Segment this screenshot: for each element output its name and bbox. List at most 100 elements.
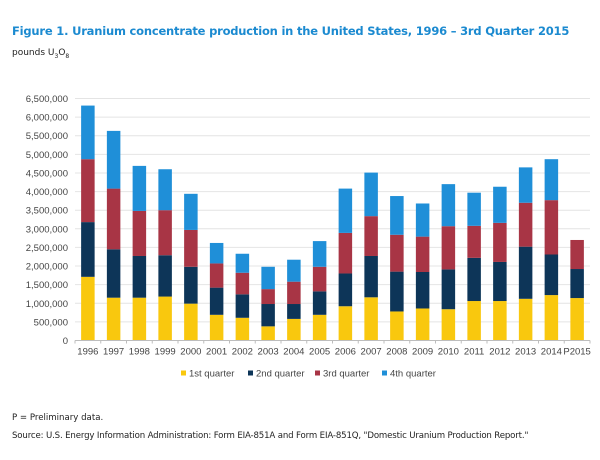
- legend-swatch: [181, 370, 186, 376]
- bar-stack-2010: [441, 184, 456, 341]
- bar-segment-2nd-quarter: [81, 222, 95, 277]
- bar-segment-3rd-quarter: [338, 232, 353, 274]
- bar-stack-2002: [235, 253, 250, 341]
- y-tick-label: 3,500,000: [26, 206, 68, 217]
- bar-segment-3rd-quarter: [235, 272, 250, 295]
- bar-segment-3rd-quarter: [467, 225, 481, 258]
- bar-segment-4th-quarter: [158, 169, 172, 211]
- bar-segment-2nd-quarter: [184, 266, 198, 304]
- bar-segment-3rd-quarter: [544, 200, 559, 255]
- x-tick-label: 2003: [258, 347, 279, 358]
- bar-segment-3rd-quarter: [184, 229, 198, 267]
- bar-segment-2nd-quarter: [261, 304, 275, 327]
- bar-segment-2nd-quarter: [106, 249, 121, 298]
- y-axis-ticks: 0 500,000 1,000,000 1,500,000 2,000,000 2,500…: [26, 94, 68, 347]
- bar-segment-1st-quarter: [261, 326, 275, 341]
- legend-label: 1st quarter: [189, 369, 234, 380]
- bar-stack-2001: [209, 242, 224, 341]
- bar-segment-4th-quarter: [261, 266, 275, 290]
- x-axis: 1996 1997 1998 1999 2000 2001 2002 2003 2004 2005…: [74, 340, 591, 358]
- bar-segment-3rd-quarter: [132, 210, 147, 256]
- y-tick-label: 6,500,000: [26, 94, 68, 105]
- bar-stack-2008: [390, 196, 404, 341]
- bar-segment-2nd-quarter: [570, 269, 584, 299]
- y-tick-label: 0: [63, 336, 68, 347]
- bar-segment-4th-quarter: [132, 165, 147, 211]
- x-tick-label: 2002: [232, 347, 253, 358]
- x-tick-label: 2001: [206, 347, 227, 358]
- bar-segment-2nd-quarter: [544, 254, 559, 296]
- bar-segment-1st-quarter: [338, 306, 353, 341]
- x-tick-label: 2011: [464, 347, 484, 358]
- bar-stack-1999: [158, 169, 172, 341]
- bar-segment-1st-quarter: [81, 276, 95, 341]
- bar-segment-3rd-quarter: [261, 289, 275, 305]
- bar-stack-2004: [287, 259, 301, 341]
- preliminary-note: P = Preliminary data.: [12, 413, 104, 423]
- legend-item: 4th quarter: [382, 369, 436, 380]
- bar-stack-2014: [544, 159, 559, 341]
- bar-segment-3rd-quarter: [312, 266, 327, 292]
- stacked-bar-chart: 0 500,000 1,000,000 1,500,000 2,000,000 2,500…: [26, 94, 591, 380]
- y-tick-label: 4,500,000: [26, 168, 68, 179]
- bar-segment-4th-quarter: [493, 186, 507, 223]
- bar-segment-4th-quarter: [287, 259, 301, 282]
- y-tick-label: 5,000,000: [26, 150, 68, 161]
- bar-segment-1st-quarter: [132, 297, 147, 341]
- units-prefix: pounds U: [12, 48, 55, 58]
- bar-segment-4th-quarter: [338, 188, 353, 233]
- bar-segment-4th-quarter: [415, 203, 430, 237]
- bar-segment-2nd-quarter: [467, 257, 481, 302]
- chart-title: Figure 1. Uranium concentrate production…: [12, 24, 570, 38]
- bar-segment-2nd-quarter: [287, 304, 301, 319]
- bar-stack-2013: [518, 167, 533, 341]
- bar-segment-4th-quarter: [106, 130, 121, 189]
- bar-segment-3rd-quarter: [81, 159, 95, 223]
- bar-segment-1st-quarter: [287, 318, 301, 341]
- bar-segment-2nd-quarter: [518, 246, 533, 299]
- source-note: Source: U.S. Energy Information Administ…: [12, 431, 529, 441]
- bar-stack-p2015: [570, 239, 584, 341]
- legend-item: 1st quarter: [181, 369, 234, 380]
- x-tick-label: 2004: [283, 347, 304, 358]
- bar-segment-2nd-quarter: [312, 291, 327, 315]
- bar-segment-1st-quarter: [364, 297, 378, 341]
- x-tick-label: 2007: [361, 347, 382, 358]
- legend-swatch: [248, 370, 253, 376]
- x-tick-label: 1996: [77, 347, 98, 358]
- bar-segment-1st-quarter: [209, 314, 224, 341]
- x-tick-label: 2013: [515, 347, 536, 358]
- bar-stack-2006: [338, 188, 353, 341]
- bar-segment-1st-quarter: [570, 298, 584, 341]
- bar-segment-4th-quarter: [518, 167, 533, 203]
- bar-segment-4th-quarter: [209, 242, 224, 264]
- bar-segment-1st-quarter: [312, 314, 327, 341]
- x-tick-label: 2005: [309, 347, 330, 358]
- x-tick-label: 2014: [541, 347, 562, 358]
- bar-segment-1st-quarter: [184, 303, 198, 341]
- x-tick-label: 2006: [335, 347, 356, 358]
- bars: [81, 105, 584, 341]
- bar-segment-4th-quarter: [544, 159, 559, 201]
- x-tick-label: 2008: [386, 347, 407, 358]
- bar-segment-3rd-quarter: [518, 202, 533, 247]
- bar-segment-1st-quarter: [518, 298, 533, 341]
- bar-segment-3rd-quarter: [158, 210, 172, 256]
- x-tick-label: 1997: [103, 347, 124, 358]
- legend: 1st quarter 2nd quarter 3rd quarter 4th qua…: [181, 369, 436, 380]
- x-tick-label: 1999: [155, 347, 176, 358]
- bar-stack-2003: [261, 266, 275, 341]
- bar-segment-4th-quarter: [364, 172, 378, 217]
- bar-segment-3rd-quarter: [390, 234, 404, 272]
- bar-stack-2000: [184, 193, 198, 341]
- bar-segment-4th-quarter: [390, 196, 404, 235]
- bar-segment-4th-quarter: [467, 192, 481, 226]
- y-tick-label: 500,000: [34, 317, 68, 328]
- bar-segment-2nd-quarter: [158, 255, 172, 297]
- bar-segment-1st-quarter: [415, 308, 430, 341]
- bar-segment-2nd-quarter: [390, 271, 404, 312]
- bar-segment-1st-quarter: [158, 296, 172, 341]
- x-tick-label: 1998: [129, 347, 150, 358]
- legend-label: 2nd quarter: [256, 369, 305, 380]
- bar-segment-3rd-quarter: [441, 226, 456, 270]
